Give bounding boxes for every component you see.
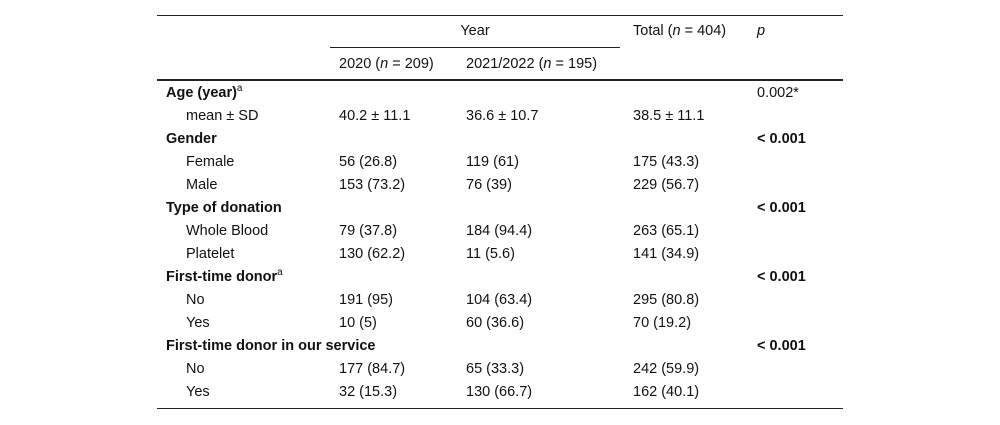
- year-header: Year: [460, 23, 490, 39]
- cell: 242 (59.9): [633, 361, 700, 377]
- column-header: 2020 (n = 209): [339, 55, 434, 73]
- row-label: No: [186, 360, 205, 378]
- cell: 153 (73.2): [339, 177, 406, 193]
- year-rule: [330, 47, 620, 48]
- cell: 70 (19.2): [633, 315, 692, 331]
- cell: 130 (62.2): [339, 246, 406, 262]
- cell: 104 (63.4): [466, 292, 533, 308]
- cell: 32 (15.3): [339, 384, 398, 400]
- label-text: Platelet: [186, 246, 235, 262]
- cell: 229 (56.7): [633, 177, 700, 193]
- label-text: No: [186, 361, 205, 377]
- row-label: Yes: [186, 314, 210, 332]
- label-text: Whole Blood: [186, 223, 269, 239]
- row-label: Male: [186, 176, 217, 194]
- cell: 36.6 ± 10.7: [466, 108, 539, 124]
- label-text: Female: [186, 154, 235, 170]
- cell: 56 (26.8): [339, 154, 398, 170]
- cell: 79 (37.8): [339, 223, 398, 239]
- label-text: First-time donor in our service: [166, 338, 376, 354]
- label-text: First-time donor: [166, 269, 278, 285]
- row-label: Platelet: [186, 245, 234, 263]
- row-label: Yes: [186, 383, 210, 401]
- label-text: No: [186, 292, 205, 308]
- cell: 38.5 ± 11.1: [633, 108, 705, 124]
- header-text: Total (: [633, 23, 673, 39]
- row-label: Female: [186, 153, 234, 171]
- header-variable: n: [380, 56, 389, 72]
- label-text: Yes: [186, 315, 210, 331]
- group-label: Age (year)a: [166, 84, 242, 102]
- label-text: Type of donation: [166, 200, 282, 216]
- row-label: mean ± SD: [186, 107, 258, 125]
- cell: 162 (40.1): [633, 384, 700, 400]
- footnote-mark: a: [277, 267, 283, 278]
- cell: 130 (66.7): [466, 384, 533, 400]
- footnote-mark: a: [236, 83, 243, 94]
- cell: 119 (61): [466, 154, 519, 170]
- header-text: = 209): [388, 56, 434, 72]
- p-value: < 0.001: [757, 269, 806, 285]
- cell: 191 (95): [339, 292, 394, 308]
- group-label: First-time donor in our service: [166, 337, 376, 355]
- cell: 184 (94.4): [466, 223, 533, 239]
- header-text: = 195): [551, 56, 598, 72]
- row-label: Whole Blood: [186, 222, 268, 240]
- header-variable: n: [672, 23, 681, 39]
- cell: 60 (36.6): [466, 315, 525, 331]
- p-value: < 0.001: [757, 200, 806, 216]
- header-text: 2020 (: [339, 56, 381, 72]
- cell: 177 (84.7): [339, 361, 406, 377]
- label-text: Male: [186, 177, 218, 193]
- cell: 141 (34.9): [633, 246, 700, 262]
- cell: 11 (5.6): [466, 246, 515, 262]
- header-rule: [157, 79, 843, 81]
- cell: 10 (5): [339, 315, 377, 331]
- cell: 65 (33.3): [466, 361, 525, 377]
- row-label: No: [186, 291, 205, 309]
- top-rule: [157, 15, 843, 16]
- header-text: 2021/2022 (: [466, 56, 544, 72]
- cell: 295 (80.8): [633, 292, 700, 308]
- label-text: Gender: [166, 131, 217, 147]
- header-text: = 404): [680, 23, 727, 39]
- group-label: Type of donation: [166, 199, 282, 217]
- column-header: 2021/2022 (n = 195): [466, 55, 597, 73]
- p-value: 0.002*: [757, 85, 799, 101]
- p-value: < 0.001: [757, 338, 806, 354]
- label-text: Yes: [186, 384, 210, 400]
- cell: 40.2 ± 11.1: [339, 108, 411, 124]
- group-label: Gender: [166, 130, 217, 148]
- label-text: mean ± SD: [186, 108, 259, 124]
- header-variable: n: [543, 56, 552, 72]
- p-header: p: [757, 23, 766, 39]
- cell: 76 (39): [466, 177, 512, 193]
- group-label: First-time donora: [166, 268, 283, 286]
- p-value: < 0.001: [757, 131, 806, 147]
- label-text: Age (year): [166, 85, 237, 101]
- bottom-rule: [157, 408, 843, 409]
- cell: 175 (43.3): [633, 154, 700, 170]
- cell: 263 (65.1): [633, 223, 700, 239]
- column-header: Total (n = 404): [633, 22, 726, 40]
